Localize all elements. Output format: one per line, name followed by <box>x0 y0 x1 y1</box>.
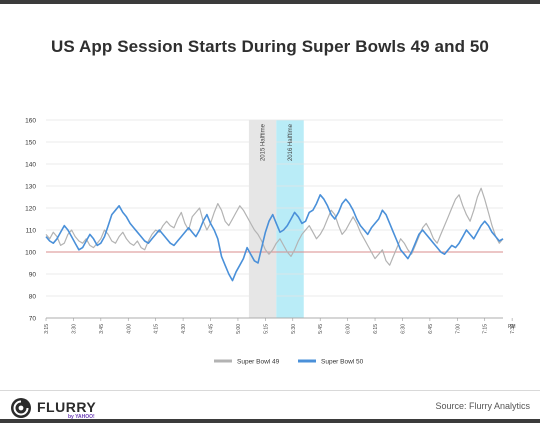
x-tick-label: 7:15 <box>483 324 489 334</box>
x-tick-label: 5:00 <box>236 324 242 334</box>
series-line-sb49 <box>45 187 504 266</box>
y-tick-label: 110 <box>26 228 37 235</box>
y-tick-label: 100 <box>25 250 36 257</box>
x-tick-label: 6:00 <box>346 324 352 334</box>
y-tick-label: 150 <box>25 140 36 147</box>
logo-wordmark: FLURRY <box>37 399 97 415</box>
x-tick-label: 4:15 <box>154 324 160 334</box>
x-tick-label: 6:15 <box>373 324 379 334</box>
x-tick-label: 4:45 <box>209 324 215 334</box>
y-tick-label: 130 <box>25 184 36 191</box>
halftime-band-label: 2016 Halftime <box>288 123 294 161</box>
x-tick-label: 5:15 <box>263 324 269 334</box>
line-chart: 70 80 90 100 110 120 130 140 150 160 3:15 3:30 3:45 4… <box>25 118 516 366</box>
x-tick-label: 6:45 <box>428 324 434 334</box>
x-tick-label: 3:15 <box>44 324 50 334</box>
y-tick-label: 140 <box>25 162 36 169</box>
x-tick-label: 7:30 <box>510 324 516 334</box>
legend-label: Super Bowl 50 <box>321 359 364 366</box>
x-tick-label: 3:30 <box>71 324 77 334</box>
series-line-sb50 <box>45 194 504 282</box>
x-tick-label: 6:30 <box>400 324 406 334</box>
x-unit-label: PM <box>508 324 516 330</box>
logo-subtext: by YAHOO! <box>68 414 95 420</box>
y-tick-label: 70 <box>29 316 37 323</box>
flurry-logo-icon <box>11 398 31 418</box>
legend-label: Super Bowl 49 <box>237 359 280 366</box>
top-accent-bar <box>0 0 540 4</box>
bottom-accent-bar <box>0 419 540 423</box>
x-tick-label: 7:00 <box>455 324 461 334</box>
y-tick-label: 120 <box>25 206 36 213</box>
y-tick-label: 80 <box>29 294 37 301</box>
halftime-band <box>248 120 277 318</box>
x-tick-label: 5:45 <box>318 324 324 334</box>
flurry-logo: FLURRY by YAHOO! <box>10 397 130 420</box>
x-tick-label: 4:30 <box>181 324 187 334</box>
halftime-band-label: 2015 Halftime <box>261 123 267 161</box>
x-tick-label: 5:30 <box>291 324 297 334</box>
source-note: Source: Flurry Analytics <box>435 401 530 411</box>
y-tick-label: 160 <box>25 118 36 125</box>
footer-divider <box>0 390 540 391</box>
x-tick-label: 4:00 <box>126 324 132 334</box>
x-tick-label: 3:45 <box>99 324 105 334</box>
chart-title: US App Session Starts During Super Bowls… <box>51 37 489 56</box>
y-tick-label: 90 <box>29 272 37 279</box>
